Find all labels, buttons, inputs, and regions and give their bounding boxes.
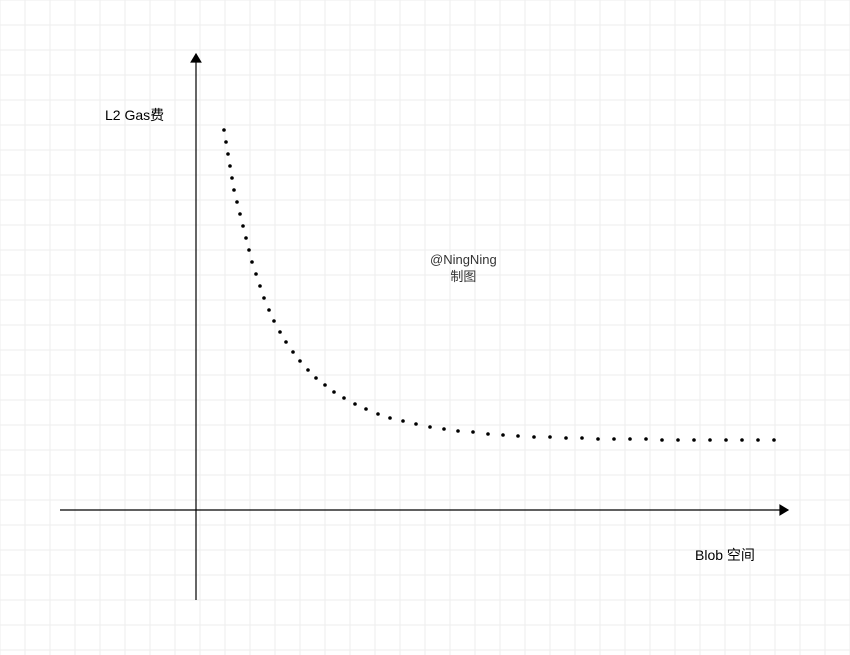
watermark: @NingNing 制图 — [430, 252, 497, 286]
watermark-line1: @NingNing — [430, 252, 497, 269]
watermark-line2: 制图 — [430, 269, 497, 286]
chart-container: L2 Gas费 Blob 空间 @NingNing 制图 — [0, 0, 850, 655]
x-axis-label: Blob 空间 — [695, 545, 755, 565]
y-axis-label: L2 Gas费 — [105, 105, 164, 125]
